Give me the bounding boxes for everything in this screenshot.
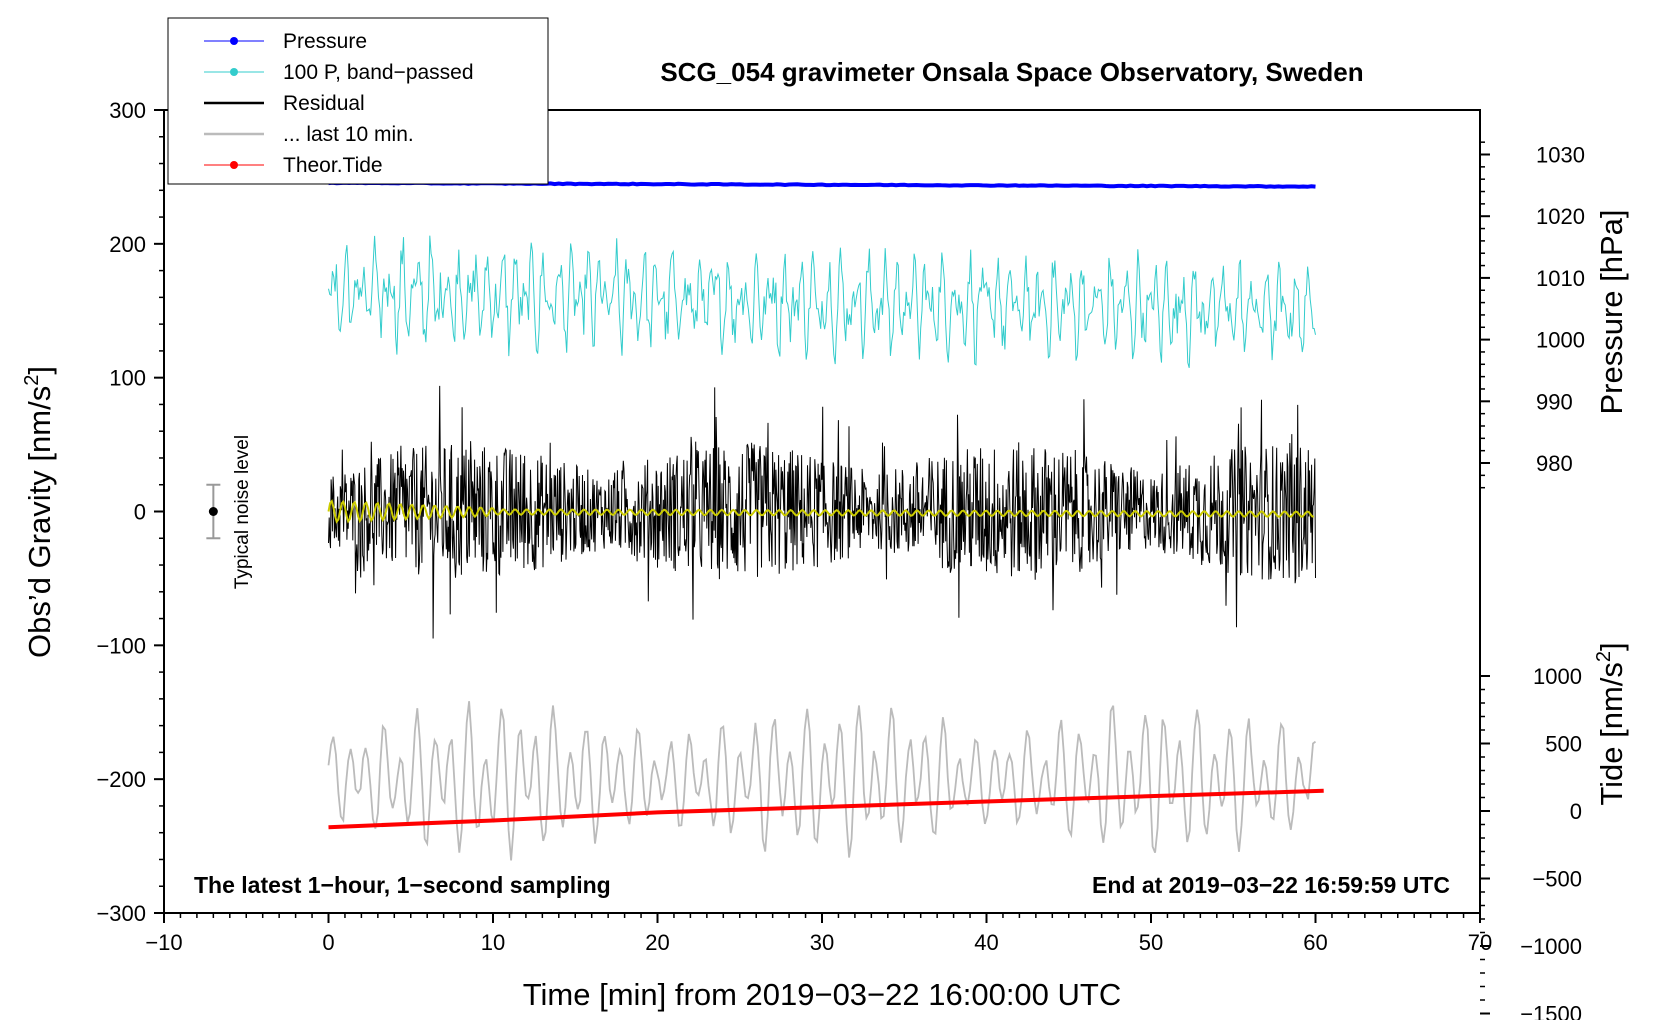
tide-axis-title-sup: 2 bbox=[1593, 651, 1615, 662]
series-residual bbox=[328, 385, 1316, 639]
legend-label: ... last 10 min. bbox=[283, 123, 414, 146]
y-tick-label: 100 bbox=[109, 366, 146, 391]
legend-marker bbox=[230, 161, 238, 169]
noise-level-dot bbox=[208, 507, 218, 516]
x-tick-label: 30 bbox=[810, 930, 834, 955]
y-tick-label: −300 bbox=[96, 901, 146, 926]
legend-marker bbox=[230, 68, 238, 76]
x-axis-ticks: −10 0 10 20 30 40 50 60 70 bbox=[145, 913, 1492, 955]
pressure-tick-label: 1020 bbox=[1536, 204, 1585, 229]
pressure-axis-ticks: 1030 1020 1010 1000 990 980 bbox=[1480, 141, 1585, 489]
pressure-tick-label: 980 bbox=[1536, 451, 1573, 476]
y-axis-ticks: 300 200 100 0 −100 −200 −300 bbox=[96, 98, 164, 926]
x-tick-label: −10 bbox=[145, 930, 182, 955]
y-axis-title-base: Obs’d Gravity [nm/s bbox=[22, 386, 57, 658]
note-end-time: End at 2019−03−22 16:59:59 UTC bbox=[1092, 872, 1450, 898]
pressure-tick-label: 1000 bbox=[1536, 328, 1585, 353]
noise-level-label: Typical noise level bbox=[232, 435, 253, 589]
series-theoretical-tide bbox=[328, 788, 1324, 830]
tide-tick-label: 1000 bbox=[1533, 664, 1582, 689]
series-pressure-bandpassed bbox=[328, 235, 1316, 369]
y-axis-title-left: Obs’d Gravity [nm/s2] bbox=[21, 366, 57, 658]
tide-axis-title: Tide [nm/s2] bbox=[1593, 642, 1629, 805]
legend-box bbox=[167, 17, 549, 185]
y-tick-label: 300 bbox=[109, 98, 146, 123]
pressure-tick-label: 1030 bbox=[1536, 143, 1585, 168]
pressure-axis-title: Pressure [hPa] bbox=[1594, 209, 1629, 414]
legend-label: Pressure bbox=[283, 30, 367, 53]
tide-tick-label: −1500 bbox=[1520, 1002, 1582, 1020]
x-tick-label: 10 bbox=[481, 930, 505, 955]
x-tick-label: 40 bbox=[974, 930, 998, 955]
legend-marker bbox=[230, 37, 238, 45]
x-tick-label: 70 bbox=[1468, 930, 1492, 955]
noise-level-indicator bbox=[206, 483, 221, 540]
y-tick-label: 200 bbox=[109, 232, 146, 257]
tide-tick-label: 500 bbox=[1545, 732, 1582, 757]
y-axis-title-end: ] bbox=[22, 366, 57, 375]
x-axis-title: Time [min] from 2019−03−22 16:00:00 UTC bbox=[523, 977, 1122, 1012]
series-layer bbox=[327, 180, 1324, 861]
legend-label: 100 P, band−passed bbox=[283, 61, 474, 84]
tide-axis-ticks: 1000 500 0 −500 −1000 −1500 bbox=[1480, 664, 1582, 1020]
legend-label: Residual bbox=[283, 92, 365, 115]
y-tick-label: 0 bbox=[134, 500, 146, 525]
y-axis-title-sup: 2 bbox=[21, 375, 43, 386]
y-tick-label: −200 bbox=[96, 767, 146, 792]
legend-label: Theor.Tide bbox=[283, 154, 383, 177]
x-tick-label: 20 bbox=[645, 930, 669, 955]
chart-title: SCG_054 gravimeter Onsala Space Observat… bbox=[660, 57, 1363, 87]
pressure-tick-label: 1010 bbox=[1536, 266, 1585, 291]
series-last-10-min bbox=[327, 701, 1317, 861]
tide-axis-title-end: ] bbox=[1594, 642, 1629, 651]
legend: Pressure 100 P, band−passed Residual ... la… bbox=[167, 17, 549, 185]
note-latest-hour: The latest 1−hour, 1−second sampling bbox=[194, 872, 611, 898]
x-tick-label: 50 bbox=[1139, 930, 1163, 955]
tide-axis-title-base: Tide [nm/s bbox=[1594, 662, 1629, 806]
tide-tick-label: −1000 bbox=[1520, 934, 1582, 959]
series-residual-smoothed bbox=[327, 499, 1315, 524]
tide-tick-label: 0 bbox=[1570, 799, 1582, 824]
pressure-tick-label: 990 bbox=[1536, 389, 1573, 414]
x-tick-label: 0 bbox=[322, 930, 334, 955]
tide-tick-label: −500 bbox=[1532, 867, 1582, 892]
x-tick-label: 60 bbox=[1303, 930, 1327, 955]
y-tick-label: −100 bbox=[96, 633, 146, 658]
